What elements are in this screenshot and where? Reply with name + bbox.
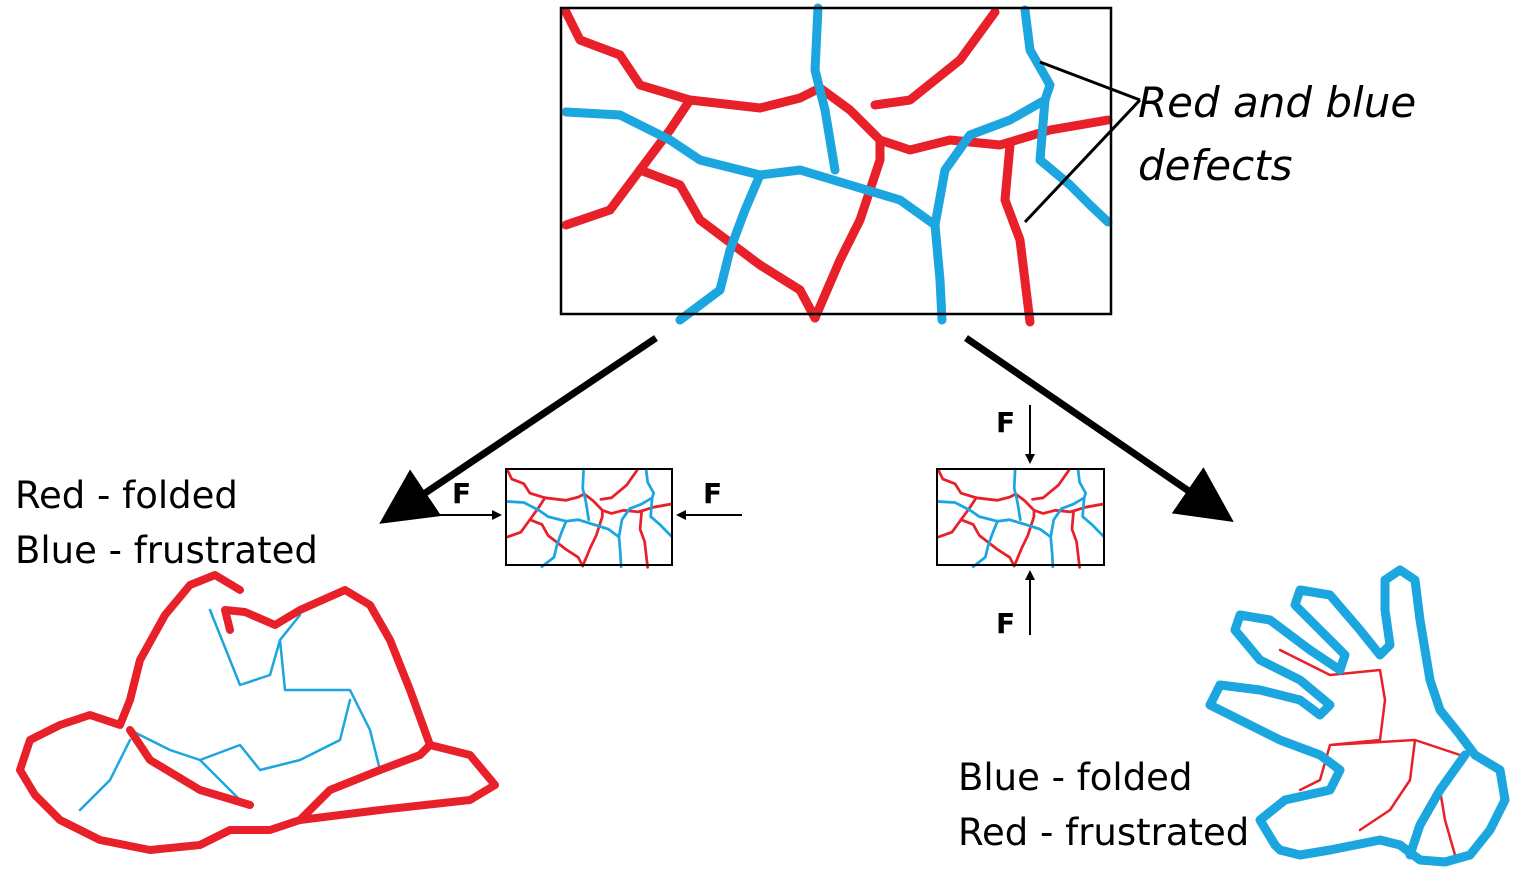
defect-network xyxy=(566,8,1108,322)
defect-network xyxy=(508,469,672,567)
force-label: F xyxy=(996,406,1015,439)
label: Red and blue xyxy=(1138,78,1416,127)
hat xyxy=(20,575,495,850)
hand xyxy=(1210,570,1505,862)
right-branch: F F Blue - folded Red - frustrated xyxy=(937,405,1505,862)
force-label: F xyxy=(996,607,1015,640)
defect-network xyxy=(939,469,1104,567)
caption: Blue - folded xyxy=(958,756,1192,799)
diagram: Red and blue defects F F Red - folded Bl… xyxy=(0,0,1523,869)
force-label: F xyxy=(703,477,722,510)
leader-line xyxy=(1040,62,1140,100)
caption: Red - frustrated xyxy=(958,811,1249,854)
top-panel: Red and blue defects xyxy=(561,8,1416,322)
branch-arrow xyxy=(385,338,656,520)
caption: Red - folded xyxy=(15,474,238,517)
left-branch: F F Red - folded Blue - frustrated xyxy=(15,469,742,850)
label: defects xyxy=(1138,141,1293,190)
caption: Blue - frustrated xyxy=(15,529,318,572)
force-label: F xyxy=(452,477,471,510)
